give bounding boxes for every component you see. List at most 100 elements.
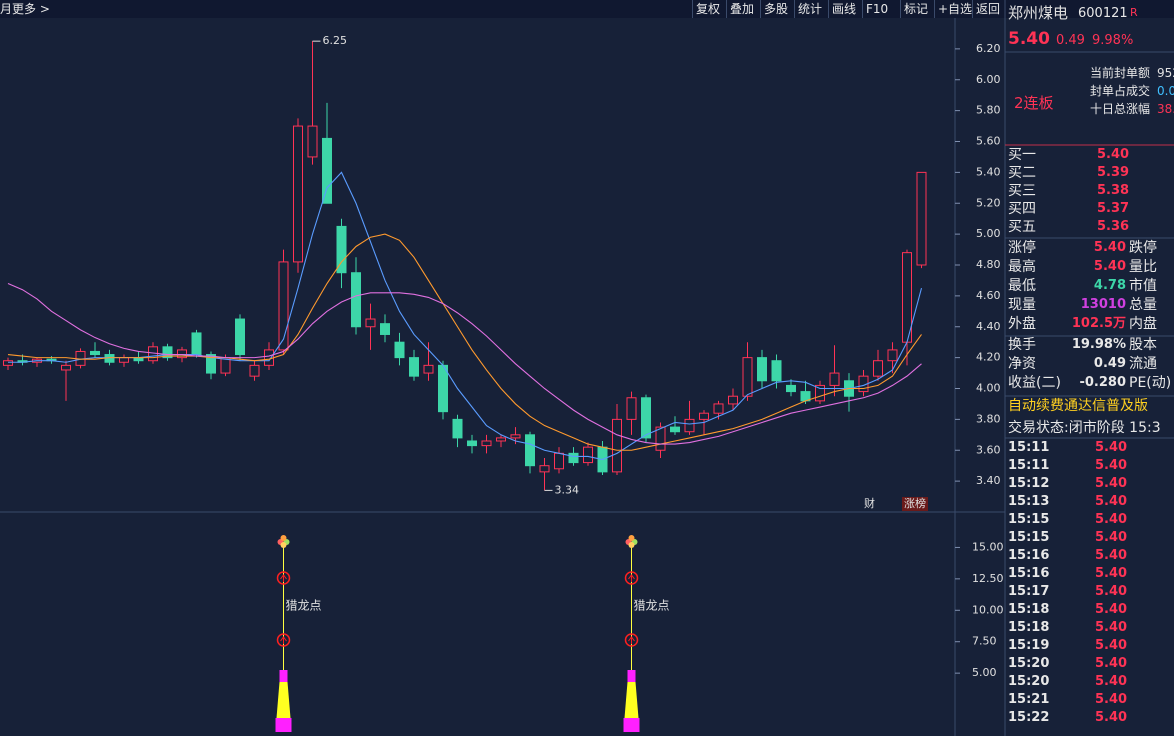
stat-value: 4.78	[1093, 278, 1126, 293]
candle-body	[438, 364, 448, 413]
candle-body	[916, 171, 927, 266]
candle-body	[742, 357, 753, 397]
signal-label: 猎龙点	[286, 599, 322, 613]
bid-label: 买二	[1008, 165, 1036, 181]
stat-value: 5.40	[1093, 240, 1126, 255]
bid-price: 5.38	[1097, 183, 1130, 198]
signal-icon	[280, 535, 287, 541]
tick-price: 5.40	[1095, 638, 1128, 653]
toolbar-button[interactable]: F10	[862, 0, 888, 18]
ma-line	[7, 233, 922, 451]
toolbar-button[interactable]: 标记	[900, 0, 928, 18]
signal-arrow	[624, 571, 639, 585]
y-tick-label: 5.20	[976, 196, 1001, 209]
badge: 财	[864, 496, 875, 510]
stat-label: 最高	[1008, 259, 1036, 275]
bid-price: 5.40	[1097, 147, 1130, 162]
tick-price: 5.40	[1095, 476, 1128, 491]
change: 0.49	[1056, 33, 1085, 48]
signal-arrow	[280, 574, 287, 582]
stat-label: 涨停	[1008, 240, 1036, 256]
tick-time: 15:15	[1008, 512, 1050, 527]
tick-price: 5.40	[1095, 602, 1128, 617]
signal-arrow	[280, 636, 287, 644]
toolbar-button[interactable]: 返回	[972, 0, 1000, 18]
toolbar-button[interactable]: +自选	[934, 0, 972, 18]
bid-label: 买五	[1008, 219, 1036, 235]
toolbar-button[interactable]: 统计	[794, 0, 822, 18]
signal-icon	[628, 542, 635, 548]
signal-bar	[276, 682, 291, 718]
stat-label: 净资	[1008, 356, 1036, 372]
stat-value: 19.98%	[1071, 337, 1126, 352]
candle-body	[351, 272, 361, 328]
candle-body	[626, 397, 637, 420]
annotation: 3.34	[555, 483, 580, 496]
candle-body	[481, 440, 492, 447]
tick-time: 15:22	[1008, 710, 1050, 725]
signal-bar	[623, 718, 640, 732]
stat-label: 最低	[1008, 278, 1036, 294]
tick-time: 15:18	[1008, 620, 1050, 635]
tick-time: 15:20	[1008, 674, 1050, 689]
candle-body	[887, 349, 898, 362]
candle-body	[3, 360, 13, 366]
annotation: 6.25	[323, 34, 348, 47]
tick-price: 5.40	[1095, 584, 1128, 599]
candle-body	[554, 452, 564, 470]
y-tick-label: 4.20	[976, 351, 1001, 364]
candle-body	[525, 434, 535, 467]
toolbar-bg	[0, 0, 1174, 18]
tick-time: 15:16	[1008, 548, 1050, 563]
candle-body	[452, 418, 463, 439]
candle-body	[322, 137, 332, 204]
tick-price: 5.40	[1095, 674, 1128, 689]
candle-body	[365, 318, 376, 328]
stat-label: 跌停	[1129, 240, 1157, 256]
seal-value: 952	[1157, 66, 1174, 80]
toolbar-button[interactable]: 画线	[828, 0, 856, 18]
candle-body	[409, 357, 419, 377]
y-tick-label: 5.00	[972, 666, 997, 679]
candle-body	[380, 323, 390, 335]
tick-price: 5.40	[1095, 512, 1128, 527]
tick-price: 5.40	[1095, 530, 1128, 545]
candle-body	[249, 364, 260, 377]
status: 交易状态:闭市阶段 15:3	[1008, 420, 1161, 436]
notice[interactable]: 自动续费通达信普及版	[1008, 398, 1148, 414]
bid-price: 5.37	[1097, 201, 1130, 216]
y-tick-label: 4.40	[976, 320, 1001, 333]
stat-label: 量比	[1129, 259, 1157, 275]
stat-value: -0.280	[1079, 375, 1126, 390]
stat-label: 总量	[1129, 297, 1157, 313]
tick-time: 15:11	[1008, 458, 1050, 473]
candle-body	[394, 341, 405, 359]
stat-label: 内盘	[1129, 316, 1157, 332]
ma-line	[8, 171, 923, 461]
candle-body	[829, 372, 840, 386]
tick-price: 5.40	[1095, 494, 1128, 509]
tick-time: 15:21	[1008, 692, 1050, 707]
toolbar-button[interactable]: 复权	[692, 0, 720, 18]
candle-body	[873, 360, 883, 377]
signal-label: 猎龙点	[634, 599, 670, 613]
toolbar-button[interactable]: 叠加	[726, 0, 754, 18]
y-tick-label: 4.00	[976, 382, 1001, 395]
candle-body	[191, 332, 202, 356]
tick-price: 5.40	[1095, 548, 1128, 563]
seal-value: 0.0	[1157, 84, 1174, 98]
streak: 2连板	[1014, 94, 1054, 112]
toolbar-label[interactable]: 更多 >	[12, 2, 50, 16]
signal-bar	[275, 718, 292, 732]
signal-arrow	[624, 633, 639, 647]
candle-body	[119, 357, 129, 363]
toolbar-button[interactable]: 多股	[760, 0, 788, 18]
tick-price: 5.40	[1095, 710, 1128, 725]
y-tick-label: 7.50	[972, 635, 997, 648]
signal-bar	[279, 670, 288, 682]
toolbar-label[interactable]: 月	[0, 2, 13, 16]
signal-arrow	[276, 571, 291, 585]
candle-body	[655, 426, 666, 451]
candle-body	[728, 395, 738, 405]
